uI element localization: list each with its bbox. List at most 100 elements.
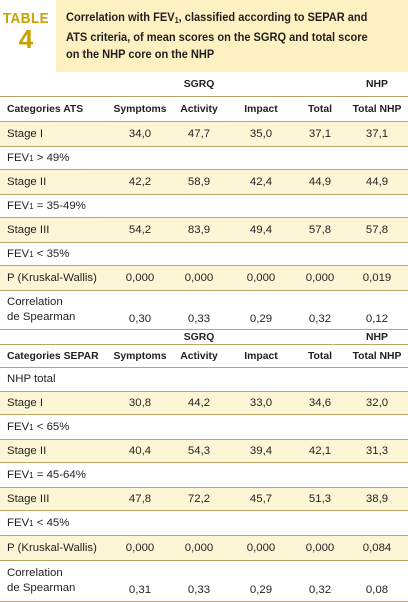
table-cell: 0,12: [365, 313, 389, 325]
row-label: Stage III: [7, 493, 50, 505]
table-row: FEV 1 < 45%: [0, 511, 408, 536]
column-header: Activity: [180, 103, 218, 115]
row-label: Stage I: [7, 397, 44, 409]
table-cell: 0,000: [184, 272, 214, 284]
table-cell: 40,4: [128, 445, 152, 457]
table-cell: 34,6: [308, 397, 332, 409]
table-row: Stage I 30,8 44,2 33,0 34,6 32,0: [0, 392, 408, 415]
ats-group-header: SGRQ NHP: [0, 72, 408, 97]
table-row: Stage III 47,8 72,2 45,7 51,3 38,9: [0, 488, 408, 511]
column-header: Activity: [180, 350, 218, 362]
table-cell: 0,08: [365, 584, 389, 596]
table-cell: 0,33: [187, 313, 211, 325]
ats-sgrq-group-label: SGRQ: [183, 78, 215, 90]
table-cell: 37,1: [308, 128, 332, 140]
table-row: FEV 1 = 35-49%: [0, 195, 408, 218]
table-cell: 0,30: [128, 313, 152, 325]
column-header: Total NHP: [352, 350, 402, 362]
table-row: Stage II 42,2 58,9 42,4 44,9 44,9: [0, 170, 408, 195]
table-cell: 0,32: [308, 584, 332, 596]
column-header: Symptoms: [113, 350, 167, 362]
table-cell: 47,8: [128, 493, 152, 505]
row-label: FEV 1 > 49%: [7, 152, 70, 164]
table-row: Correlation de Spearman 0,30 0,33 0,29 0,…: [0, 291, 408, 330]
ats-column-header: Categories ATS Symptoms Activity Impact …: [0, 97, 408, 122]
separ-group-header: SGRQ NHP: [0, 330, 408, 344]
row-label: FEV 1 < 35%: [7, 248, 70, 260]
table-cell: 49,4: [249, 224, 273, 236]
row-label: Correlation de Spearman: [7, 567, 76, 594]
table-cell: 0,000: [184, 542, 214, 554]
table-cell: 44,9: [365, 176, 389, 188]
row-label: FEV 1 = 45-64%: [7, 469, 86, 481]
table-cell: 57,8: [365, 224, 389, 236]
table-cell: 0,000: [305, 542, 335, 554]
table-header: TABLE 4 Correlation with FEV1, classifie…: [0, 0, 408, 72]
table-cell: 0,000: [246, 542, 276, 554]
row-label: Stage II: [7, 445, 47, 457]
column-header: Total: [307, 103, 333, 115]
table-row: NHP total: [0, 367, 408, 392]
table-row: FEV 1 < 35%: [0, 243, 408, 266]
table-cell: 42,4: [249, 176, 273, 188]
table-cell: 0,000: [246, 272, 276, 284]
row-label: FEV 1 < 45%: [7, 517, 70, 529]
table-row: P (Kruskal-Wallis) 0,000 0,000 0,000 0,0…: [0, 536, 408, 561]
table-cell: 44,9: [308, 176, 332, 188]
table-cell: 37,1: [365, 128, 389, 140]
table-cell: 0,33: [187, 584, 211, 596]
column-header: Categories ATS: [7, 103, 84, 115]
table-cell: 47,7: [187, 128, 211, 140]
column-header: Categories SEPAR: [7, 350, 99, 362]
table-cell: 57,8: [308, 224, 332, 236]
row-label: FEV 1 = 35-49%: [7, 200, 86, 212]
table-cell: 54,3: [187, 445, 211, 457]
table-cell: 0,019: [362, 272, 392, 284]
table-row: Stage III 54,2 83,9 49,4 57,8 57,8: [0, 218, 408, 243]
table-cell: 32,0: [365, 397, 389, 409]
separ-sgrq-group-label: SGRQ: [183, 331, 215, 343]
table-row: Stage I 34,0 47,7 35,0 37,1 37,1: [0, 122, 408, 147]
separ-nhp-group-label: NHP: [366, 331, 388, 343]
table-label: TABLE: [2, 10, 50, 27]
table-title-box: Correlation with FEV1, classified accord…: [56, 0, 408, 72]
table-cell: 38,9: [365, 493, 389, 505]
ats-nhp-group-label: NHP: [366, 78, 388, 90]
row-label: P (Kruskal-Wallis): [7, 542, 97, 554]
row-label: Stage I: [7, 128, 44, 140]
table-cell: 72,2: [187, 493, 211, 505]
table-cell: 33,0: [249, 397, 273, 409]
column-header: Total NHP: [352, 103, 402, 115]
table-row: FEV 1 < 65%: [0, 415, 408, 440]
row-label: FEV 1 < 65%: [7, 421, 70, 433]
table-cell: 58,9: [187, 176, 211, 188]
row-label: P (Kruskal-Wallis): [7, 272, 97, 284]
table-cell: 34,0: [128, 128, 152, 140]
table-cell: 31,3: [365, 445, 389, 457]
table-cell: 0,31: [128, 584, 152, 596]
row-label: Stage III: [7, 224, 50, 236]
row-label: Correlation de Spearman: [7, 296, 76, 323]
table-row: FEV 1 = 45-64%: [0, 463, 408, 488]
table-title: Correlation with FEV1, classified accord…: [66, 10, 368, 61]
table-row: Correlation de Spearman 0,31 0,33 0,29 0,…: [0, 561, 408, 602]
row-label: NHP total: [7, 373, 56, 385]
table-cell: 45,7: [249, 493, 273, 505]
separ-column-header: Categories SEPAR Symptoms Activity Impac…: [0, 344, 408, 368]
table-cell: 42,2: [128, 176, 152, 188]
table-cell: 54,2: [128, 224, 152, 236]
table-row: FEV 1 > 49%: [0, 147, 408, 170]
table-row: Stage II 40,4 54,3 39,4 42,1 31,3: [0, 440, 408, 463]
row-label: Stage II: [7, 176, 47, 188]
table-cell: 83,9: [187, 224, 211, 236]
table-cell: 0,29: [249, 313, 273, 325]
table-cell: 0,000: [305, 272, 335, 284]
column-header: Impact: [244, 350, 278, 362]
column-header: Impact: [244, 103, 278, 115]
table-cell: 30,8: [128, 397, 152, 409]
table-number: 4: [18, 24, 34, 54]
table-cell: 0,084: [362, 542, 392, 554]
table-cell: 51,3: [308, 493, 332, 505]
column-header: Total: [307, 350, 333, 362]
